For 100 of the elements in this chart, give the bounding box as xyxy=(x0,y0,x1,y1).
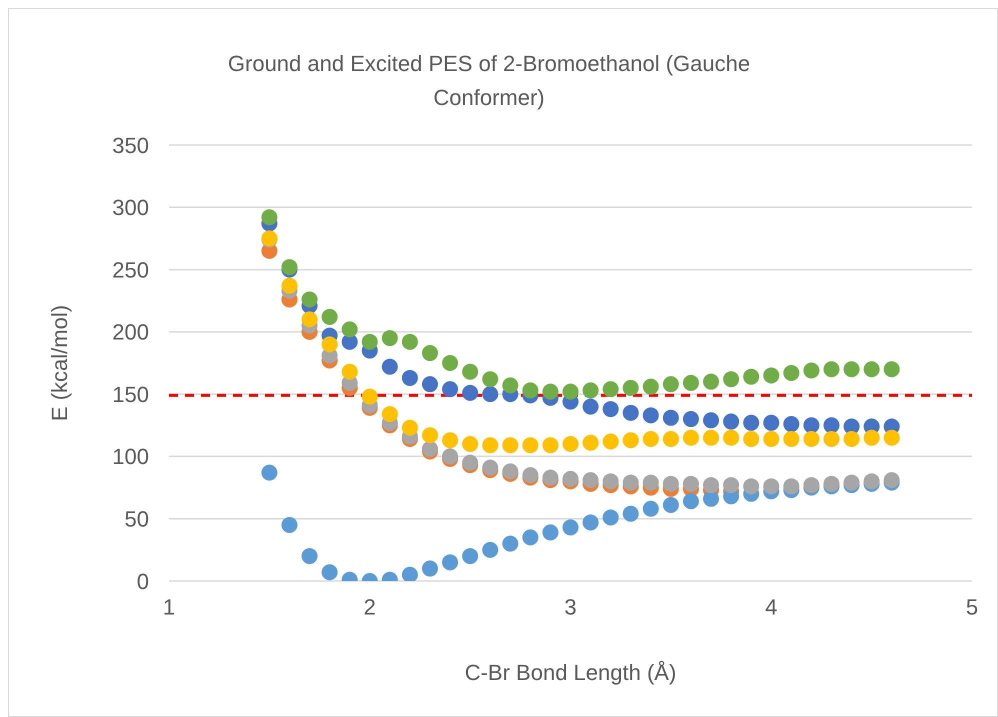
point xyxy=(662,376,679,392)
point xyxy=(542,384,558,400)
point xyxy=(562,519,578,536)
point xyxy=(803,430,820,447)
y-tick-label: 100 xyxy=(112,444,149,470)
point xyxy=(462,436,478,452)
point xyxy=(783,478,800,494)
point xyxy=(723,371,740,388)
point xyxy=(602,509,619,526)
x-tick-label: 3 xyxy=(564,594,577,620)
point xyxy=(482,542,498,558)
point xyxy=(322,564,338,580)
point xyxy=(302,548,318,564)
point xyxy=(402,566,418,581)
point xyxy=(884,430,900,446)
point xyxy=(422,376,438,392)
point xyxy=(884,361,900,378)
point xyxy=(823,417,840,434)
x-tick-label: 1 xyxy=(162,594,176,620)
point xyxy=(743,368,760,385)
point xyxy=(622,432,639,448)
point xyxy=(763,478,780,494)
point xyxy=(864,361,880,378)
point xyxy=(422,345,438,362)
point xyxy=(803,417,820,434)
point xyxy=(823,361,840,378)
point xyxy=(261,209,278,226)
point xyxy=(783,430,800,447)
point xyxy=(642,378,659,395)
y-tick-label: 350 xyxy=(112,132,149,158)
point xyxy=(682,430,699,446)
y-tick-label: 200 xyxy=(112,320,149,345)
point xyxy=(402,334,418,350)
point xyxy=(703,430,720,446)
point xyxy=(723,414,740,430)
point xyxy=(703,374,720,390)
point xyxy=(662,476,679,492)
point xyxy=(642,430,659,447)
point xyxy=(482,437,498,454)
point xyxy=(582,472,599,488)
y-axis-title: E (kcal/mol) xyxy=(46,304,72,422)
point xyxy=(542,524,558,540)
point xyxy=(622,380,639,396)
point xyxy=(382,330,398,346)
point xyxy=(562,436,578,452)
point xyxy=(844,430,860,447)
point xyxy=(763,367,780,384)
point xyxy=(322,336,338,352)
point xyxy=(382,406,398,422)
point xyxy=(622,506,639,522)
point xyxy=(743,414,760,431)
point xyxy=(582,434,599,451)
point xyxy=(743,430,760,447)
point xyxy=(844,361,860,378)
point xyxy=(422,560,438,577)
point xyxy=(261,464,278,481)
y-tick-label: 0 xyxy=(136,568,149,594)
point xyxy=(723,477,740,494)
point xyxy=(422,427,438,444)
point xyxy=(602,401,619,418)
point xyxy=(582,514,599,530)
point xyxy=(682,493,699,510)
point xyxy=(662,497,679,514)
point xyxy=(642,500,659,517)
point xyxy=(723,430,740,446)
point xyxy=(602,381,619,398)
point xyxy=(703,477,720,494)
point xyxy=(482,386,498,402)
chart-title: Ground and Excited PES of 2-Bromoethanol (Gauche Conformer) xyxy=(226,50,752,112)
point xyxy=(502,437,518,454)
point xyxy=(662,410,679,426)
point xyxy=(763,414,780,431)
point xyxy=(342,364,358,380)
point xyxy=(442,432,458,448)
point xyxy=(522,529,538,546)
point xyxy=(582,382,599,398)
point xyxy=(763,430,780,447)
point xyxy=(322,308,338,325)
point xyxy=(302,311,318,328)
point xyxy=(682,411,699,428)
x-tick-label: 4 xyxy=(765,594,778,620)
point xyxy=(382,358,398,375)
point xyxy=(442,381,458,398)
point xyxy=(462,364,478,380)
point xyxy=(281,278,298,294)
point xyxy=(281,516,298,533)
x-axis-title: C-Br Bond Length (Å) xyxy=(464,660,676,685)
point xyxy=(783,416,800,432)
point xyxy=(682,374,699,391)
point xyxy=(442,554,458,570)
point xyxy=(522,437,538,454)
point xyxy=(682,476,699,492)
y-tick-label: 250 xyxy=(112,257,149,282)
point xyxy=(642,474,659,491)
point xyxy=(542,437,558,454)
point xyxy=(823,430,840,447)
point xyxy=(342,321,358,338)
point xyxy=(442,355,458,371)
point xyxy=(562,384,578,400)
point xyxy=(502,377,518,394)
